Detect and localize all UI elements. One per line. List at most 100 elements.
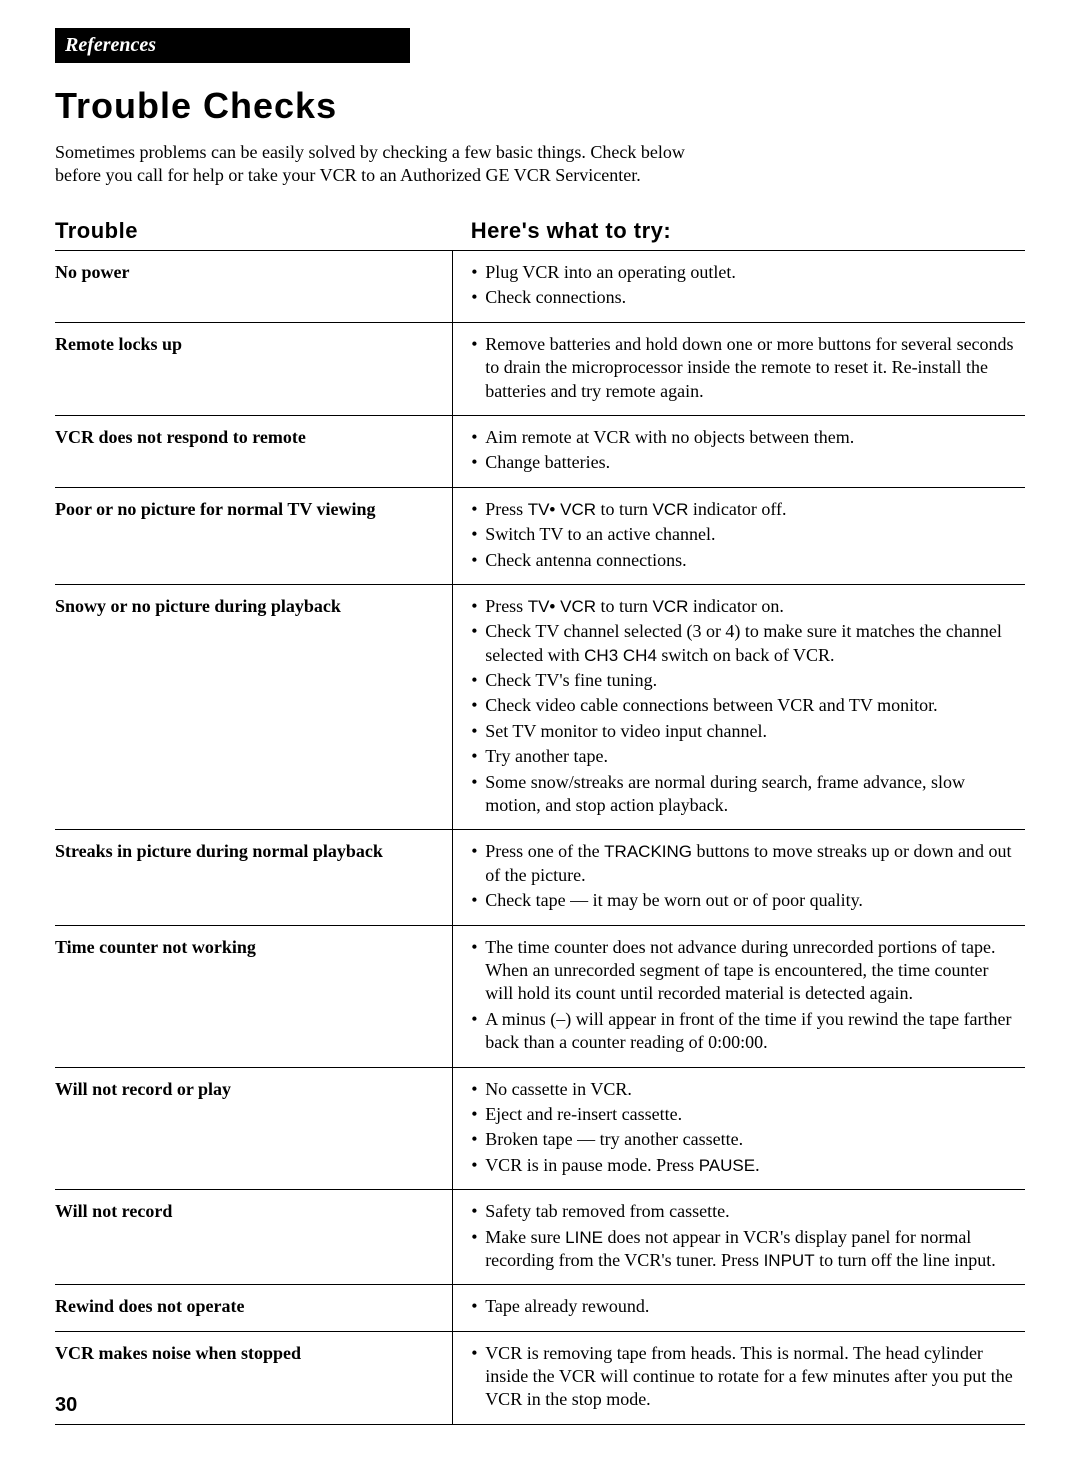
table-row: Poor or no picture for normal TV viewing… <box>55 487 1025 584</box>
button-label-text: CH3 CH4 <box>584 646 657 665</box>
fix-text: The time counter does not advance during… <box>485 937 995 1004</box>
fix-item: Remove batteries and hold down one or mo… <box>471 333 1017 403</box>
fix-text: indicator on. <box>688 596 783 616</box>
fix-item: Make sure LINE does not appear in VCR's … <box>471 1226 1017 1273</box>
fix-text: Some snow/streaks are normal during sear… <box>485 772 965 815</box>
button-label-text: LINE <box>565 1228 603 1247</box>
trouble-cell: Remote locks up <box>55 322 453 415</box>
table-row: Rewind does not operateTape already rewo… <box>55 1285 1025 1331</box>
fix-item: VCR is in pause mode. Press PAUSE. <box>471 1154 1017 1177</box>
fix-item: Some snow/streaks are normal during sear… <box>471 771 1017 818</box>
fix-item: A minus (–) will appear in front of the … <box>471 1008 1017 1055</box>
fix-cell: Remove batteries and hold down one or mo… <box>453 322 1025 415</box>
fix-cell: Safety tab removed from cassette. Make su… <box>453 1190 1025 1285</box>
button-label-text: VCR <box>653 500 689 519</box>
fix-item: Plug VCR into an operating outlet. <box>471 261 1017 284</box>
fix-text: Try another tape. <box>485 746 608 766</box>
fix-cell: No cassette in VCR. Eject and re-insert c… <box>453 1067 1025 1190</box>
fix-item: Set TV monitor to video input channel. <box>471 720 1017 743</box>
fix-list: Safety tab removed from cassette. Make su… <box>471 1200 1017 1272</box>
fix-item: Change batteries. <box>471 451 1017 474</box>
fix-item: Press TV• VCR to turn VCR indicator on. <box>471 595 1017 618</box>
fix-list: Remove batteries and hold down one or mo… <box>471 333 1017 403</box>
trouble-cell: VCR makes noise when stopped <box>55 1331 453 1424</box>
fix-text: to turn off the line input. <box>815 1250 996 1270</box>
fix-text: Check tape — it may be worn out or of po… <box>485 890 863 910</box>
fix-text: Remove batteries and hold down one or mo… <box>485 334 1013 401</box>
fix-item: The time counter does not advance during… <box>471 936 1017 1006</box>
fix-cell: Press TV• VCR to turn VCR indicator on.C… <box>453 584 1025 830</box>
fix-cell: VCR is removing tape from heads. This is… <box>453 1331 1025 1424</box>
fix-text: Press one of the <box>485 841 604 861</box>
fix-text: to turn <box>596 499 653 519</box>
table-row: Will not record or playNo cassette in VC… <box>55 1067 1025 1190</box>
fix-item: Tape already rewound. <box>471 1295 1017 1318</box>
button-label-text: TV• VCR <box>528 597 596 616</box>
fix-text: Eject and re-insert cassette. <box>485 1104 682 1124</box>
fix-text: Check video cable connections between VC… <box>485 695 937 715</box>
fix-list: Press TV• VCR to turn VCR indicator off.… <box>471 498 1017 572</box>
fix-list: Press TV• VCR to turn VCR indicator on.C… <box>471 595 1017 818</box>
table-row: Streaks in picture during normal playbac… <box>55 830 1025 925</box>
table-row: VCR does not respond to remote Aim remote… <box>55 415 1025 487</box>
table-row: Will not recordSafety tab removed from c… <box>55 1190 1025 1285</box>
fix-text: Switch TV to an active channel. <box>485 524 715 544</box>
fix-text: Tape already rewound. <box>485 1296 649 1316</box>
fix-list: No cassette in VCR. Eject and re-insert c… <box>471 1078 1017 1178</box>
intro-line-1: Sometimes problems can be easily solved … <box>55 142 685 162</box>
intro-line-2: before you call for help or take your VC… <box>55 165 641 185</box>
trouble-cell: Poor or no picture for normal TV viewing <box>55 487 453 584</box>
table-row: Time counter not workingThe time counter… <box>55 925 1025 1067</box>
fix-item: Switch TV to an active channel. <box>471 523 1017 546</box>
table-row: Remote locks up Remove batteries and hold… <box>55 322 1025 415</box>
fix-text: Press <box>485 499 528 519</box>
fix-item: Check video cable connections between VC… <box>471 694 1017 717</box>
fix-text: to turn <box>596 596 653 616</box>
fix-item: Check tape — it may be worn out or of po… <box>471 889 1017 912</box>
fix-item: Aim remote at VCR with no objects betwee… <box>471 426 1017 449</box>
fix-item: Check TV channel selected (3 or 4) to ma… <box>471 620 1017 667</box>
fix-cell: Aim remote at VCR with no objects betwee… <box>453 415 1025 487</box>
fix-text: Make sure <box>485 1227 565 1247</box>
fix-list: VCR is removing tape from heads. This is… <box>471 1342 1017 1412</box>
fix-text: . <box>755 1155 760 1175</box>
fix-text: Broken tape — try another cassette. <box>485 1129 743 1149</box>
fix-cell: Tape already rewound. <box>453 1285 1025 1331</box>
header-fix: Here's what to try: <box>453 210 1025 251</box>
fix-item: Eject and re-insert cassette. <box>471 1103 1017 1126</box>
fix-item: VCR is removing tape from heads. This is… <box>471 1342 1017 1412</box>
fix-cell: The time counter does not advance during… <box>453 925 1025 1067</box>
header-trouble: Trouble <box>55 210 453 251</box>
fix-item: No cassette in VCR. <box>471 1078 1017 1101</box>
fix-text: Safety tab removed from cassette. <box>485 1201 729 1221</box>
fix-item: Safety tab removed from cassette. <box>471 1200 1017 1223</box>
trouble-cell: VCR does not respond to remote <box>55 415 453 487</box>
button-label-text: INPUT <box>764 1251 815 1270</box>
trouble-cell: Will not record or play <box>55 1067 453 1190</box>
fix-text: Plug VCR into an operating outlet. <box>485 262 736 282</box>
fix-item: Check antenna connections. <box>471 549 1017 572</box>
fix-text: indicator off. <box>688 499 786 519</box>
table-row: No power Plug VCR into an operating outle… <box>55 251 1025 323</box>
fix-text: VCR is removing tape from heads. This is… <box>485 1343 1013 1410</box>
fix-item: Press TV• VCR to turn VCR indicator off. <box>471 498 1017 521</box>
fix-list: Aim remote at VCR with no objects betwee… <box>471 426 1017 475</box>
table-row: VCR makes noise when stopped VCR is remov… <box>55 1331 1025 1424</box>
fix-text: Change batteries. <box>485 452 610 472</box>
fix-item: Check TV's fine tuning. <box>471 669 1017 692</box>
fix-list: Plug VCR into an operating outlet.Check … <box>471 261 1017 310</box>
trouble-cell: Streaks in picture during normal playbac… <box>55 830 453 925</box>
fix-text: VCR is in pause mode. Press <box>485 1155 699 1175</box>
fix-cell: Press one of the TRACKING buttons to mov… <box>453 830 1025 925</box>
trouble-table: Trouble Here's what to try: No power Plug… <box>55 210 1025 1425</box>
fix-cell: Press TV• VCR to turn VCR indicator off.… <box>453 487 1025 584</box>
button-label-text: TV• VCR <box>528 500 596 519</box>
fix-item: Broken tape — try another cassette. <box>471 1128 1017 1151</box>
page-title: Trouble Checks <box>55 85 1025 127</box>
fix-text: Press <box>485 596 528 616</box>
fix-list: Press one of the TRACKING buttons to mov… <box>471 840 1017 912</box>
section-tab: References <box>55 28 410 63</box>
trouble-cell: No power <box>55 251 453 323</box>
button-label-text: TRACKING <box>604 842 692 861</box>
fix-item: Press one of the TRACKING buttons to mov… <box>471 840 1017 887</box>
